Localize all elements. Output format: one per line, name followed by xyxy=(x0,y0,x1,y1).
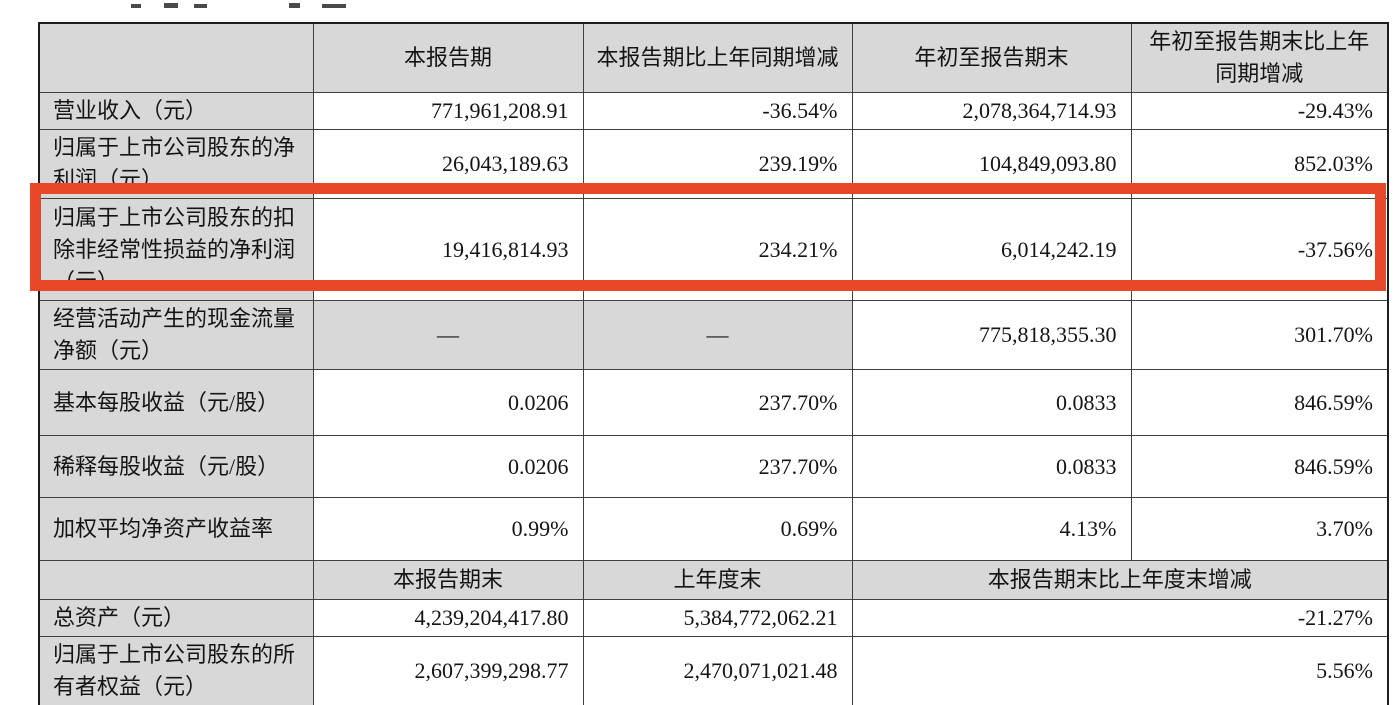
cell-value: 0.99% xyxy=(312,497,584,561)
row-label: 加权平均净资产收益率 xyxy=(38,497,314,561)
row-label: 总资产（元） xyxy=(38,599,314,637)
header-cell-change-vs-last-year-end: 本报告期末比上年度末增减 xyxy=(851,560,1389,600)
table-row-diluted-eps: 稀释每股收益（元/股） 0.0206 237.70% 0.0833 846.59… xyxy=(38,435,1389,498)
table-header-row-1: 本报告期 本报告期比上年同期增减 年初至报告期末 年初至报告期末比上年同期增减 xyxy=(38,22,1389,93)
cell-value: 239.19% xyxy=(582,129,853,199)
cell-value: 3.70% xyxy=(1130,497,1389,561)
cell-value: 234.21% xyxy=(582,198,853,301)
cell-value: 4,239,204,417.80 xyxy=(312,599,584,637)
cell-value: 2,470,071,021.48 xyxy=(582,636,853,705)
row-label: 营业收入（元） xyxy=(38,92,314,130)
cell-value: — xyxy=(582,300,853,370)
cell-value: 5.56% xyxy=(851,636,1389,705)
cell-value: 846.59% xyxy=(1130,435,1389,498)
cell-value: -29.43% xyxy=(1130,92,1389,130)
row-label: 基本每股收益（元/股） xyxy=(38,369,314,436)
cell-value: 0.0833 xyxy=(851,435,1132,498)
header-cell-end-of-last-year: 上年度末 xyxy=(582,560,853,600)
row-label: 归属于上市公司股东的扣除非经常性损益的净利润（元） xyxy=(38,198,314,301)
header-cell-empty xyxy=(38,22,314,93)
cell-value: 852.03% xyxy=(1130,129,1389,199)
row-label: 归属于上市公司股东的所有者权益（元） xyxy=(38,636,314,705)
header-cell-empty xyxy=(38,560,314,600)
cell-value: 104,849,093.80 xyxy=(851,129,1132,199)
header-cell-period-yoy-change: 本报告期比上年同期增减 xyxy=(582,22,853,93)
cell-value: 26,043,189.63 xyxy=(312,129,584,199)
table-row-net-profit: 归属于上市公司股东的净利润（元） 26,043,189.63 239.19% 1… xyxy=(38,129,1389,199)
cell-value: 0.69% xyxy=(582,497,853,561)
cell-value: — xyxy=(312,300,584,370)
header-cell-ytd: 年初至报告期末 xyxy=(851,22,1132,93)
cell-value: -21.27% xyxy=(851,599,1389,637)
table-row-operating-cash-flow: 经营活动产生的现金流量净额（元） — — 775,818,355.30 301.… xyxy=(38,300,1389,370)
row-label: 经营活动产生的现金流量净额（元） xyxy=(38,300,314,370)
cell-value: 0.0206 xyxy=(312,369,584,436)
header-cell-ytd-yoy-change: 年初至报告期末比上年同期增减 xyxy=(1130,22,1389,93)
cell-value: 0.0206 xyxy=(312,435,584,498)
row-label: 稀释每股收益（元/股） xyxy=(38,435,314,498)
table-row-basic-eps: 基本每股收益（元/股） 0.0206 237.70% 0.0833 846.59… xyxy=(38,369,1389,436)
cell-value: 301.70% xyxy=(1130,300,1389,370)
row-label: 归属于上市公司股东的净利润（元） xyxy=(38,129,314,199)
table-row-operating-revenue: 营业收入（元） 771,961,208.91 -36.54% 2,078,364… xyxy=(38,92,1389,130)
cell-value: 2,607,399,298.77 xyxy=(312,636,584,705)
cell-value: 237.70% xyxy=(582,435,853,498)
cell-value: 237.70% xyxy=(582,369,853,436)
cell-value: 775,818,355.30 xyxy=(851,300,1132,370)
cell-value: -37.56% xyxy=(1130,198,1389,301)
financial-summary-table: 本报告期 本报告期比上年同期增减 年初至报告期末 年初至报告期末比上年同期增减 … xyxy=(38,22,1389,705)
cell-value: 5,384,772,062.21 xyxy=(582,599,853,637)
table-row-total-assets: 总资产（元） 4,239,204,417.80 5,384,772,062.21… xyxy=(38,599,1389,637)
cell-value: 0.0833 xyxy=(851,369,1132,436)
header-cell-end-of-period: 本报告期末 xyxy=(312,560,584,600)
cell-value: 2,078,364,714.93 xyxy=(851,92,1132,130)
table-row-weighted-avg-roe: 加权平均净资产收益率 0.99% 0.69% 4.13% 3.70% xyxy=(38,497,1389,561)
table-row-net-profit-excl-nonrecurring: 归属于上市公司股东的扣除非经常性损益的净利润（元） 19,416,814.93 … xyxy=(38,198,1389,301)
cell-value: -36.54% xyxy=(582,92,853,130)
cell-value: 19,416,814.93 xyxy=(312,198,584,301)
cell-value: 846.59% xyxy=(1130,369,1389,436)
cell-value: 771,961,208.91 xyxy=(312,92,584,130)
table-row-shareholders-equity: 归属于上市公司股东的所有者权益（元） 2,607,399,298.77 2,47… xyxy=(38,636,1389,705)
cell-value: 6,014,242.19 xyxy=(851,198,1132,301)
table-header-row-2: 本报告期末 上年度末 本报告期末比上年度末增减 xyxy=(38,560,1389,600)
header-cell-current-period: 本报告期 xyxy=(312,22,584,93)
cell-value: 4.13% xyxy=(851,497,1132,561)
